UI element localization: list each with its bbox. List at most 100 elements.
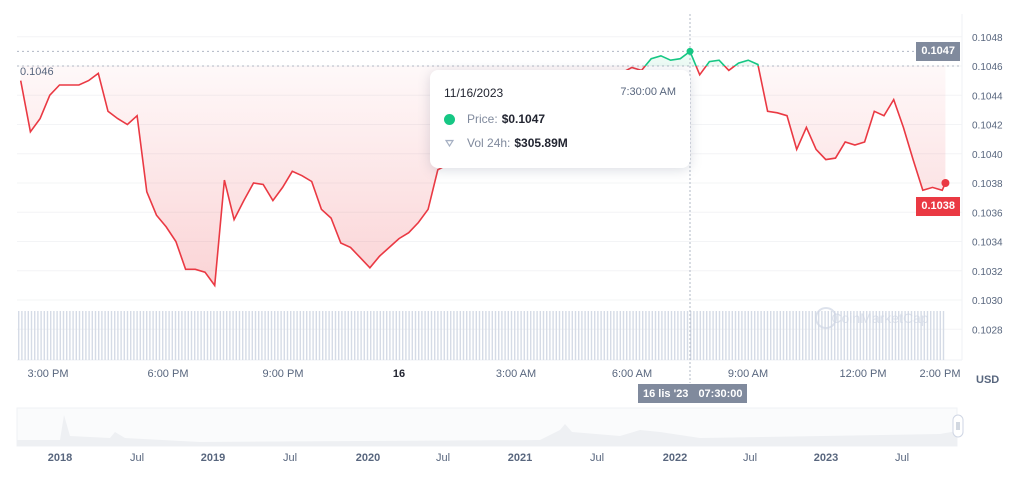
volume-bar [690,311,692,360]
y-tick-label: 0.1042 [972,121,1003,132]
volume-bar [792,311,794,360]
tooltip-price: $0.1047 [501,112,546,126]
current-price-badge: 0.1038 [916,197,960,216]
volume-bar [338,311,340,360]
volume-bar [661,311,663,360]
volume-bar [334,311,337,360]
volume-bar [798,311,801,360]
volume-bar [290,311,292,360]
volume-bar [75,311,77,360]
volume-bar [85,311,87,360]
watermark: CoinMarketCap [831,310,928,326]
volume-bar [824,311,826,360]
volume-bar [869,311,871,360]
navigator-tick-label: Jul [129,452,145,464]
volume-bar [501,311,503,360]
volume-bar [344,311,346,360]
volume-bar [258,311,260,360]
volume-bar [206,311,209,360]
volume-bar [117,311,119,360]
volume-bar [430,311,433,360]
navigator-handle[interactable] [952,414,964,438]
volume-bar [802,311,804,360]
volume-bar [491,311,493,360]
volume-bar [30,311,33,360]
volume-bar [190,311,193,360]
volume-bar [165,311,167,360]
volume-bar [427,311,429,360]
volume-bar [21,311,23,360]
volume-bar [562,311,564,360]
volume-bar [280,311,282,360]
baseline-label: 0.1046 [20,66,54,78]
volume-bar [610,311,612,360]
volume-bar [930,311,932,360]
price-line-down [19,66,947,288]
volume-bar [530,311,532,360]
x-tick-label: 6:00 PM [147,368,189,380]
volume-bar [926,311,929,360]
volume-bar [571,311,573,360]
y-tick-label: 0.1030 [972,296,1003,307]
volume-bar [286,311,289,360]
volume-bar [142,311,145,360]
volume-bar [46,311,49,360]
volume-bar [597,311,599,360]
volume-bar [722,311,724,360]
volume-bar [840,311,842,360]
volume-bar [859,311,861,360]
price-area-above [20,51,946,66]
crosshair-date: 16 lis '23 [643,387,689,400]
volume-bar [139,311,141,360]
volume-bar [104,311,106,360]
navigator-tick-label: Jul [742,452,758,464]
y-tick-label: 0.1032 [972,267,1003,278]
volume-bar [581,311,583,360]
volume-bar [632,311,634,360]
volume-bar [670,311,673,360]
volume-bar [744,311,746,360]
volume-bar [274,311,276,360]
volume-bar [741,311,743,360]
volume-bar [155,311,157,360]
volume-bar [267,311,269,360]
volume-bar [43,311,45,360]
volume-bar [683,311,685,360]
volume-bar [674,311,676,360]
volume-bar [178,311,180,360]
navigator-tick-label: Jul [435,452,451,464]
volume-bar [302,311,305,360]
volume-bar [376,311,378,360]
volume-bar [734,311,737,360]
navigator-tick-label: 2023 [813,452,839,464]
tooltip-volume: $305.89M [514,136,568,150]
volume-bar [664,311,666,360]
volume-bar [434,311,436,360]
volume-bar [718,311,721,360]
volume-bar [456,311,458,360]
volume-bar [776,311,778,360]
volume-bar [213,311,215,360]
volume-bar [878,311,881,360]
volume-bar [318,311,321,360]
volume-bar [306,311,308,360]
volume-bar [862,311,865,360]
volume-bar [478,311,481,360]
volume-bar [37,311,39,360]
volume-bar [805,311,807,360]
volume-bar [222,311,225,360]
navigator-tick-label: 2020 [355,452,381,464]
volume-bar [696,311,698,360]
volume-bar [629,311,631,360]
volume-bar [194,311,196,360]
volume-bar [504,311,506,360]
volume-bar [834,311,836,360]
coinmarketcap-logo-icon [815,307,837,329]
volume-bar [261,311,263,360]
volume-bar [414,311,417,360]
volume-bar [62,311,65,360]
volume-bar [350,311,353,360]
navigator-tick-label: Jul [589,452,605,464]
volume-bar [18,311,20,360]
